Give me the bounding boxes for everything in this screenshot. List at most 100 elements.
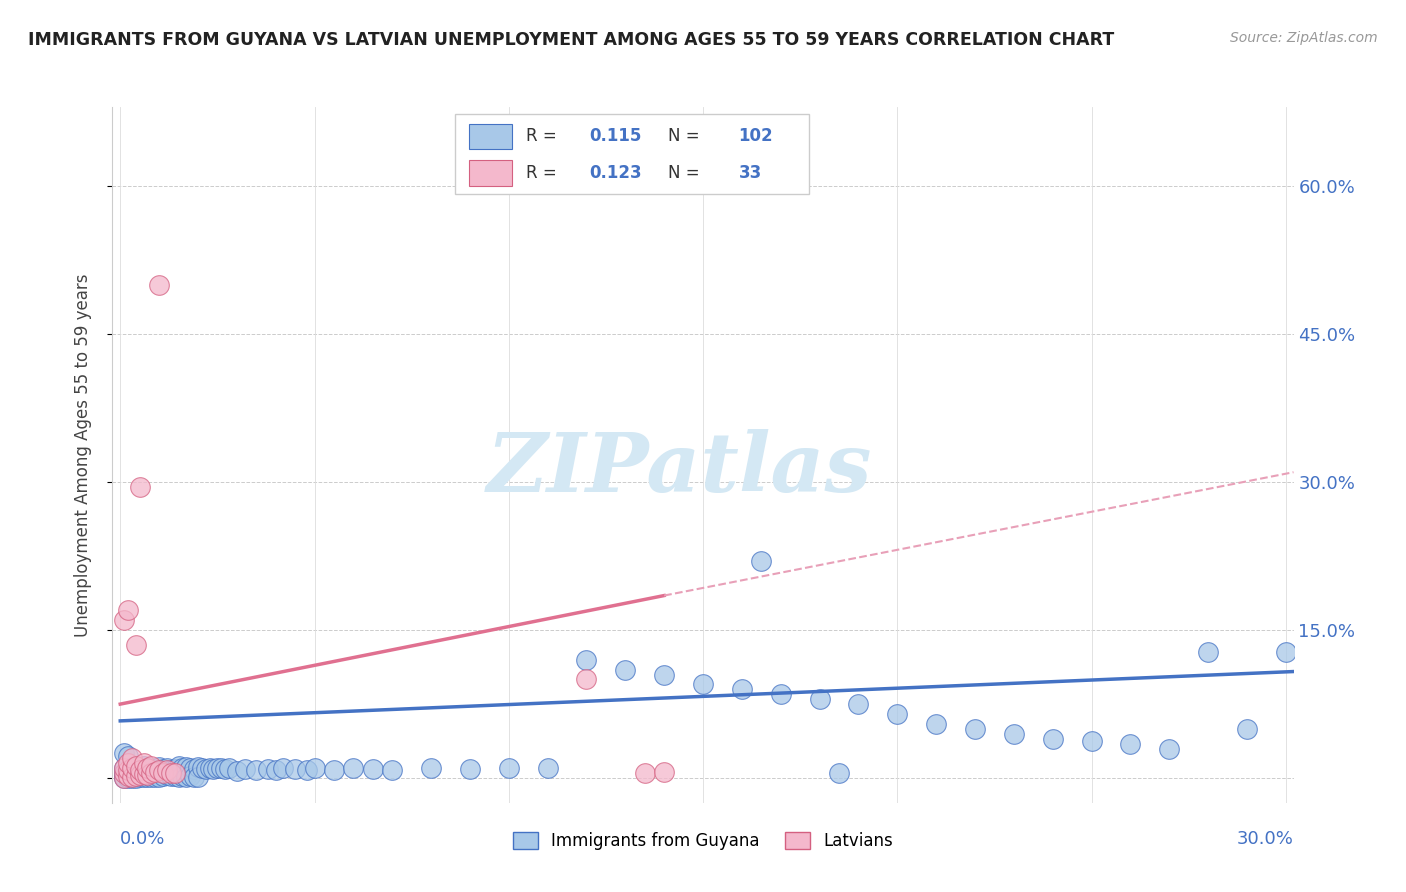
Point [125, 759, 148, 773]
Point [361, 762, 384, 776]
Point [214, 762, 236, 776]
Point [112, 771, 135, 785]
Point [342, 761, 364, 775]
Point [172, 761, 194, 775]
Point [295, 763, 318, 777]
Point [117, 603, 139, 617]
Point [117, 769, 139, 783]
Point [128, 763, 150, 777]
Point [152, 766, 174, 780]
Point [117, 756, 139, 771]
Point [458, 762, 481, 776]
Point [828, 766, 851, 780]
Point [233, 762, 256, 776]
Point [128, 770, 150, 784]
Point [323, 763, 346, 777]
Point [187, 760, 209, 774]
Point [141, 759, 163, 773]
Point [284, 762, 307, 776]
Point [132, 756, 155, 771]
Point [207, 761, 229, 775]
Point [187, 770, 209, 784]
Point [136, 761, 159, 775]
Point [652, 765, 675, 780]
Point [198, 761, 221, 775]
Point [163, 769, 186, 783]
Point [749, 554, 772, 568]
Point [191, 761, 214, 775]
Point [848, 697, 870, 711]
Point [141, 761, 163, 775]
Text: ZIPatlas: ZIPatlas [486, 429, 872, 508]
Point [1197, 645, 1219, 659]
Text: Source: ZipAtlas.com: Source: ZipAtlas.com [1230, 31, 1378, 45]
Point [121, 751, 143, 765]
Point [121, 769, 143, 783]
Point [183, 770, 205, 784]
Point [132, 770, 155, 784]
Point [209, 761, 232, 775]
Point [536, 761, 558, 775]
Point [121, 771, 143, 785]
Point [148, 277, 170, 292]
Point [159, 763, 181, 777]
Point [152, 769, 174, 783]
Point [245, 763, 267, 777]
Point [652, 667, 675, 681]
Point [194, 762, 217, 776]
Point [163, 762, 186, 776]
Point [148, 760, 170, 774]
Point [125, 769, 148, 783]
Point [886, 706, 908, 721]
Point [304, 761, 326, 775]
Point [257, 762, 280, 776]
Point [121, 770, 143, 784]
Point [132, 759, 155, 773]
Point [1042, 731, 1064, 746]
Point [575, 673, 598, 687]
Point [159, 766, 181, 780]
Point [121, 761, 143, 775]
Point [925, 716, 948, 731]
Point [167, 759, 190, 773]
Point [1080, 733, 1102, 747]
Point [808, 692, 831, 706]
Point [167, 770, 190, 784]
Point [117, 768, 139, 782]
Point [136, 770, 159, 784]
Point [143, 765, 166, 780]
Point [172, 769, 194, 783]
Point [112, 747, 135, 761]
Text: IMMIGRANTS FROM GUYANA VS LATVIAN UNEMPLOYMENT AMONG AGES 55 TO 59 YEARS CORRELA: IMMIGRANTS FROM GUYANA VS LATVIAN UNEMPL… [28, 31, 1115, 49]
Point [112, 771, 135, 785]
Point [128, 768, 150, 782]
Point [128, 768, 150, 782]
Point [634, 766, 657, 780]
Point [136, 762, 159, 776]
Point [125, 638, 148, 652]
Point [112, 766, 135, 780]
Point [128, 480, 150, 494]
Point [381, 763, 404, 777]
Point [174, 770, 197, 784]
Point [156, 761, 179, 775]
Point [963, 722, 986, 736]
Point [159, 769, 181, 783]
Point [1236, 722, 1258, 736]
Point [125, 761, 148, 775]
Point [152, 762, 174, 776]
Point [121, 770, 143, 784]
Point [117, 770, 139, 784]
Point [156, 763, 179, 777]
Point [218, 761, 240, 775]
Point [141, 766, 163, 780]
Point [132, 767, 155, 781]
Point [117, 771, 139, 785]
Point [143, 768, 166, 782]
Point [143, 763, 166, 777]
Point [143, 770, 166, 784]
Legend: Immigrants from Guyana, Latvians: Immigrants from Guyana, Latvians [506, 826, 900, 857]
Point [141, 766, 163, 780]
Point [179, 761, 201, 775]
Point [163, 766, 186, 780]
